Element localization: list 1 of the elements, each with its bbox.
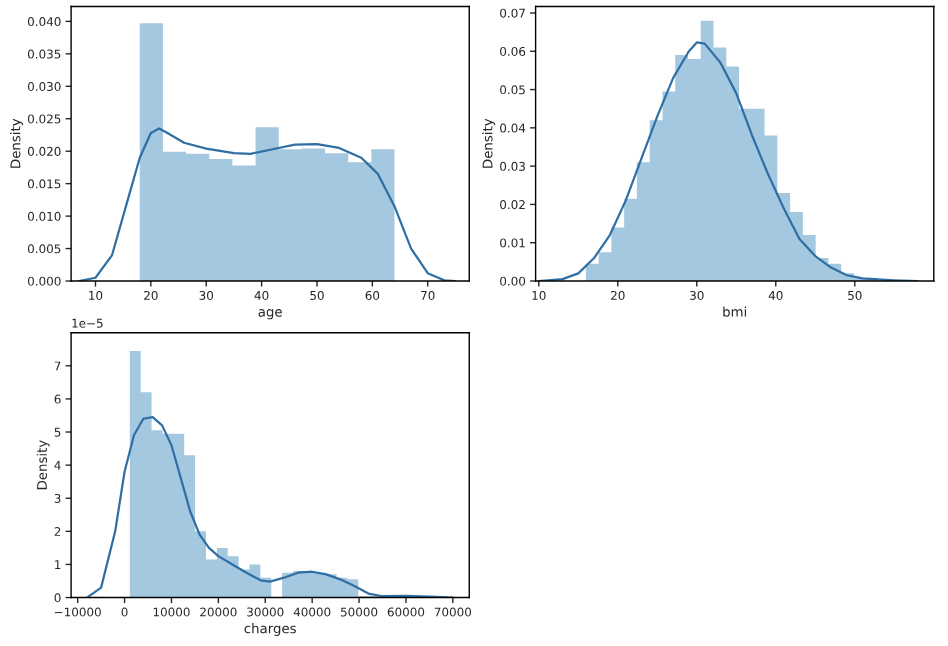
line-series [85, 416, 454, 598]
